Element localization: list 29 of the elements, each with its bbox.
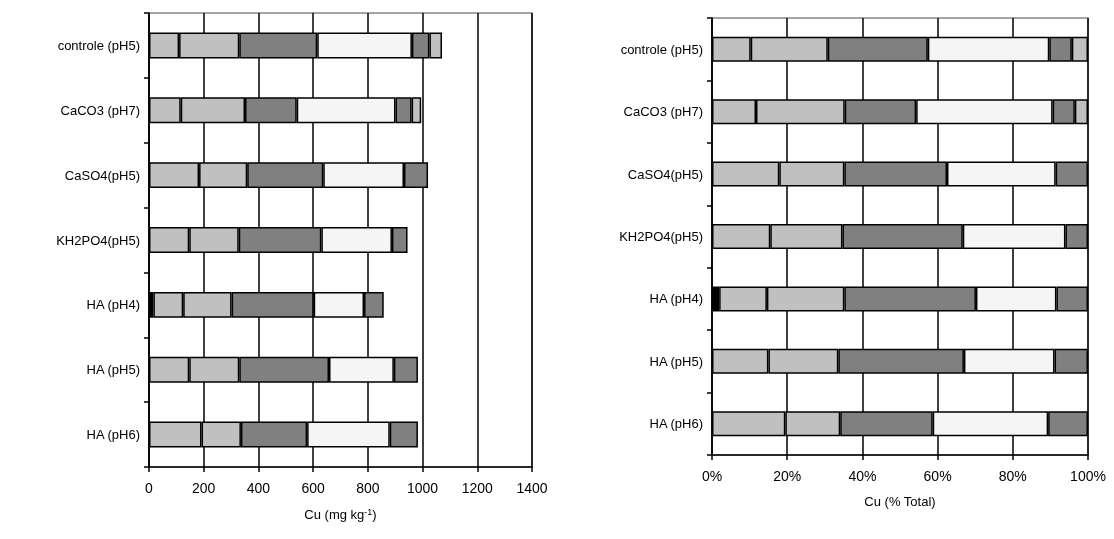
y-tick-label: HA (pH6)	[649, 416, 703, 432]
x-tick-label: 800	[356, 480, 380, 496]
y-tick-label: CaCO3 (pH7)	[60, 102, 140, 118]
x-tick-label: 1200	[461, 480, 494, 496]
y-tick-label: HA (pH4)	[649, 291, 703, 307]
x-tick-label: 600	[301, 480, 326, 496]
y-tick-label: controle (pH5)	[620, 41, 703, 57]
x-tick-label: 1000	[406, 480, 439, 496]
x-tick-label: 400	[246, 480, 271, 496]
x-tick-label: 60%	[923, 468, 952, 484]
x-tick-label: 100%	[1070, 468, 1106, 484]
y-tick-label: HA (pH5)	[649, 353, 703, 369]
y-tick-label: HA (pH4)	[86, 297, 140, 313]
x-tick-label: 200	[192, 480, 216, 496]
x-tick-label: 0	[145, 480, 154, 496]
x-tick-label: 20%	[773, 468, 802, 484]
y-tick-label: controle (pH5)	[57, 37, 140, 53]
y-tick-label: KH2PO4(pH5)	[56, 232, 140, 248]
x-axis-title: Cu (% Total)	[864, 494, 936, 509]
y-tick-label: CaSO4(pH5)	[627, 166, 703, 182]
y-tick-label: HA (pH6)	[86, 427, 140, 443]
y-tick-label: CaSO4(pH5)	[64, 167, 140, 183]
x-tick-label: 1400	[516, 480, 548, 496]
x-tick-label: 80%	[998, 468, 1027, 484]
x-tick-label: 40%	[848, 468, 877, 484]
x-tick-label: 0%	[701, 468, 723, 484]
y-tick-label: KH2PO4(pH5)	[619, 229, 703, 244]
y-tick-label: CaCO3 (pH7)	[623, 104, 703, 120]
y-tick-label: HA (pH5)	[86, 362, 140, 378]
